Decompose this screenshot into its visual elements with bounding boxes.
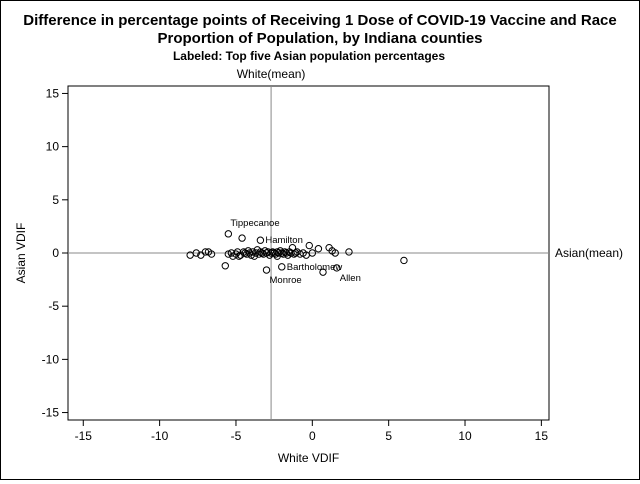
chart-title-line-1: Difference in percentage points of Recei… — [23, 12, 617, 29]
data-point — [224, 230, 233, 238]
data-point — [207, 250, 216, 258]
y-tick-label: 5 — [52, 193, 59, 207]
y-tick-label: -15 — [42, 406, 60, 420]
x-tick-label: 5 — [385, 429, 392, 443]
point-label: Hamilton — [265, 235, 303, 246]
data-point — [345, 248, 353, 256]
y-tick-label: -10 — [42, 352, 60, 366]
data-point — [235, 252, 243, 260]
data-point — [333, 264, 341, 272]
data-point — [278, 263, 286, 271]
x-tick-label: -15 — [75, 429, 93, 443]
data-point — [192, 249, 200, 257]
point-label: Tippecanoe — [230, 218, 279, 229]
data-point — [331, 249, 339, 257]
data-point — [305, 241, 313, 250]
point-label: Bartholomew — [287, 262, 343, 273]
y-tick-label: -5 — [48, 299, 59, 313]
data-point — [224, 250, 233, 258]
x-tick-label: -10 — [151, 429, 169, 443]
data-point — [400, 256, 408, 265]
data-points — [186, 230, 408, 276]
point-labels: Tippecanoe Hamilton Bartholomew Monroe Allen — [230, 218, 361, 286]
white-mean-label: White(mean) — [237, 67, 306, 81]
reference-lines: White(mean) Asian(mean) — [68, 67, 623, 420]
x-tick-label: 10 — [458, 429, 472, 443]
chart-title-line-2: Proportion of Population, by Indiana cou… — [158, 30, 483, 47]
data-point — [255, 250, 263, 258]
data-point — [314, 245, 323, 253]
asian-mean-label: Asian(mean) — [555, 246, 623, 260]
data-point — [238, 234, 246, 242]
data-point — [291, 249, 300, 257]
y-tick-label: 10 — [46, 140, 60, 154]
axis-ticks: -15 -10 -5 0 5 10 15 -15 -10 -5 0 5 10 15 — [42, 86, 549, 443]
chart-subtitle: Labeled: Top five Asian population perce… — [173, 49, 445, 63]
y-axis-label: Asian VDIF — [14, 223, 28, 284]
x-tick-label: 15 — [535, 429, 549, 443]
data-point — [308, 249, 317, 257]
point-label: Monroe — [270, 275, 302, 286]
x-axis-label: White VDIF — [278, 451, 339, 465]
data-point — [262, 266, 271, 274]
data-point — [221, 262, 229, 270]
x-tick-label: -5 — [231, 429, 242, 443]
data-point — [282, 249, 291, 257]
x-tick-label: 0 — [309, 429, 316, 443]
y-tick-label: 0 — [52, 246, 59, 260]
y-tick-label: 15 — [46, 86, 60, 100]
point-label: Allen — [340, 273, 361, 284]
data-point — [319, 268, 327, 276]
data-point — [256, 236, 265, 244]
